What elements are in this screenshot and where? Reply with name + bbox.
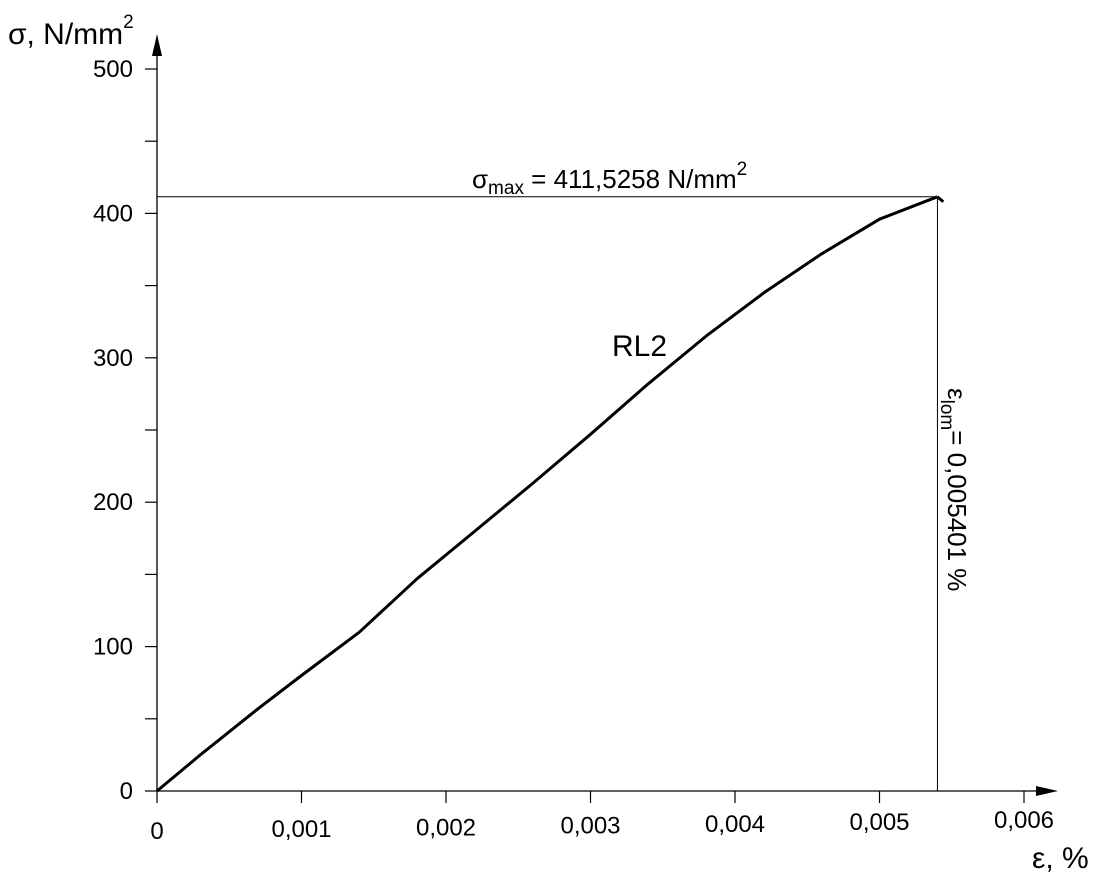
y-axis-title-power: 2 (123, 12, 134, 33)
sigma-subscript: max (488, 178, 524, 199)
x-axis-title: ε, % (1032, 842, 1089, 874)
eps-value-text: = 0,005401 % (942, 430, 972, 591)
y-axis-title: σ, N/mm2 (8, 12, 134, 51)
sigma-max-annotation: σmax = 411,5258 N/mm2 (472, 159, 747, 199)
sigma-symbol: σ (472, 164, 488, 194)
y-tick-label: 400 (93, 200, 133, 227)
series-end-mark (936, 195, 945, 203)
y-tick-label: 200 (93, 489, 133, 516)
x-tick-label: 0 (150, 818, 163, 845)
eps-subscript: lom (936, 400, 957, 431)
series-label-rl2: RL2 (612, 330, 667, 363)
x-tick-label: 0,001 (271, 816, 331, 843)
x-tick-label: 0,004 (705, 811, 765, 838)
y-axis-title-text: σ, N/mm (8, 18, 123, 51)
x-tick-label: 0,003 (560, 813, 620, 840)
x-tick-label: 0,002 (416, 814, 476, 841)
x-tick-label: 0,005 (849, 809, 909, 836)
y-axis-arrow-icon (152, 34, 162, 56)
sigma-value-text: = 411,5258 N/mm (524, 164, 737, 194)
x-axis-arrow-icon (1036, 786, 1058, 796)
y-tick-label: 100 (93, 634, 133, 661)
eps-lom-annotation: εlom= 0,005401 % (936, 388, 972, 591)
y-tick-label: 300 (93, 345, 133, 372)
y-tick-label: 500 (93, 56, 133, 83)
y-tick-label: 0 (120, 778, 133, 805)
sigma-power: 2 (737, 159, 748, 180)
y-ticks: 0 100 200 300 400 500 (93, 56, 157, 805)
series-line-rl2 (156, 195, 938, 793)
eps-symbol: ε (942, 388, 972, 400)
x-tick-label: 0,006 (994, 807, 1054, 834)
x-ticks: 0 0,001 0,002 0,003 0,004 0,005 0,006 (150, 791, 1054, 845)
